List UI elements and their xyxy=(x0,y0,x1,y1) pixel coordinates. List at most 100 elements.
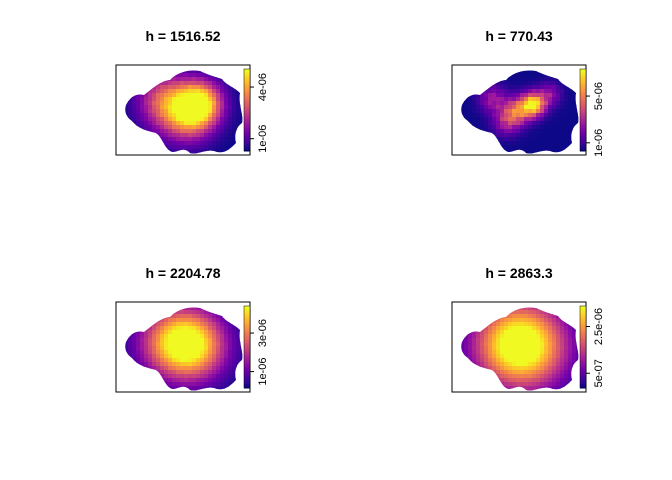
heatmap-cell xyxy=(136,101,141,106)
heatmap-cell xyxy=(480,97,485,102)
colorbar-swatch xyxy=(580,125,586,128)
heatmap-cell xyxy=(572,129,577,134)
heatmap-cell xyxy=(532,326,537,331)
heatmap-cell xyxy=(224,137,229,142)
heatmap-cell xyxy=(216,386,221,391)
heatmap-cell xyxy=(512,326,517,331)
heatmap-cell xyxy=(192,366,197,371)
heatmap-cell xyxy=(484,322,489,327)
heatmap-cell xyxy=(452,81,457,86)
heatmap-cell xyxy=(116,382,121,387)
heatmap-cell xyxy=(140,334,145,339)
colorbar-swatch xyxy=(580,147,586,150)
heatmap-cell xyxy=(192,322,197,327)
heatmap-cell xyxy=(520,65,525,70)
heatmap-cell xyxy=(532,97,537,102)
heatmap-cell xyxy=(488,137,493,142)
heatmap-cell xyxy=(184,362,189,367)
heatmap-cell xyxy=(516,382,521,387)
heatmap-cell xyxy=(520,81,525,86)
heatmap-cell xyxy=(164,89,169,94)
heatmap-cell xyxy=(556,89,561,94)
heatmap-cell xyxy=(536,334,541,339)
heatmap-cell xyxy=(144,113,149,118)
heatmap-cell xyxy=(192,129,197,134)
heatmap-map xyxy=(120,65,243,154)
heatmap-cell xyxy=(120,121,125,126)
heatmap-cell xyxy=(140,322,145,327)
heatmap-cell xyxy=(500,81,505,86)
heatmap-cell xyxy=(552,137,557,142)
heatmap-cell xyxy=(544,314,549,319)
heatmap-cell xyxy=(496,314,501,319)
heatmap-cell xyxy=(212,326,217,331)
heatmap-cell xyxy=(544,101,549,106)
heatmap-cell xyxy=(480,93,485,98)
heatmap-cell xyxy=(480,121,485,126)
heatmap-cell xyxy=(168,350,173,355)
heatmap-cell xyxy=(216,133,221,138)
heatmap-cell xyxy=(160,117,165,122)
heatmap-cell xyxy=(168,370,173,375)
heatmap-cell xyxy=(128,338,133,343)
heatmap-cell xyxy=(560,65,565,70)
heatmap-cell xyxy=(192,374,197,379)
heatmap-cell xyxy=(168,105,173,110)
heatmap-cell xyxy=(125,125,129,130)
heatmap-cell xyxy=(132,105,137,110)
heatmap-cell xyxy=(232,113,237,118)
heatmap-cell xyxy=(524,117,529,122)
colorbar-swatch xyxy=(244,135,250,138)
heatmap-cell xyxy=(220,346,225,351)
colorbar-swatch xyxy=(580,382,586,385)
heatmap-cell xyxy=(548,370,553,375)
heatmap-cell xyxy=(544,77,549,82)
heatmap-cell xyxy=(164,85,169,90)
heatmap-cell xyxy=(232,374,237,379)
heatmap-cell xyxy=(188,65,193,70)
heatmap-cell xyxy=(464,302,469,307)
heatmap-cell xyxy=(476,310,481,315)
heatmap-cell xyxy=(184,386,189,391)
heatmap-cell xyxy=(184,366,189,371)
heatmap-cell xyxy=(180,374,185,379)
heatmap-cell xyxy=(200,366,205,371)
heatmap-cell xyxy=(232,350,237,355)
heatmap-cell xyxy=(128,77,133,82)
heatmap-cell xyxy=(172,117,177,122)
heatmap-cell xyxy=(148,322,153,327)
heatmap-cell xyxy=(552,105,557,110)
heatmap-cell xyxy=(532,141,537,146)
heatmap-cell xyxy=(176,85,181,90)
heatmap-cell xyxy=(136,370,141,375)
heatmap-cell xyxy=(156,133,161,138)
heatmap-cell xyxy=(520,73,525,78)
heatmap-cell xyxy=(528,338,533,343)
heatmap-cell xyxy=(196,366,201,371)
heatmap-cell xyxy=(508,386,513,391)
heatmap-cell xyxy=(556,302,561,307)
heatmap-cell xyxy=(560,314,565,319)
heatmap-cell xyxy=(196,97,201,102)
heatmap-cell xyxy=(188,85,193,90)
heatmap-cell xyxy=(208,374,213,379)
colorbar-swatch xyxy=(580,123,586,126)
heatmap-cell xyxy=(228,338,233,343)
heatmap-cell xyxy=(520,117,525,122)
heatmap-map xyxy=(452,65,579,154)
heatmap-cell xyxy=(172,73,177,78)
heatmap-cell xyxy=(160,105,165,110)
heatmap-cell xyxy=(540,314,545,319)
heatmap-cell xyxy=(132,354,137,359)
heatmap-cell xyxy=(548,149,553,154)
heatmap-cell xyxy=(216,145,221,150)
heatmap-cell xyxy=(488,89,493,94)
heatmap-cell xyxy=(520,149,525,154)
heatmap-cell xyxy=(236,374,241,379)
heatmap-cell xyxy=(544,73,549,78)
heatmap-cell xyxy=(140,145,145,150)
heatmap-cell xyxy=(152,81,157,86)
heatmap-cell xyxy=(204,125,209,130)
heatmap-cell xyxy=(188,129,193,134)
heatmap-cell xyxy=(536,386,541,391)
